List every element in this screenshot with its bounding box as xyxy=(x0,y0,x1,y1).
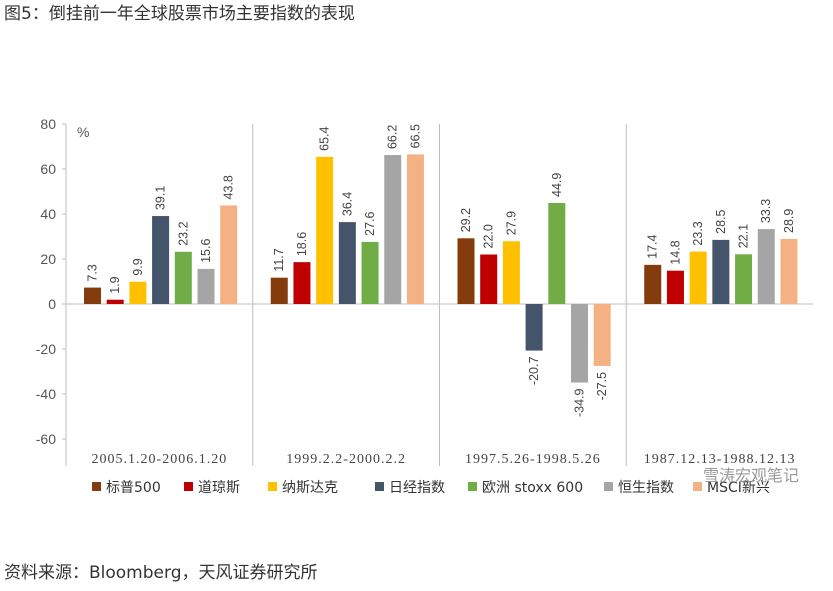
data-label: 33.3 xyxy=(759,199,773,223)
watermark-text: 雪涛宏观笔记 xyxy=(703,466,799,485)
bar xyxy=(338,222,356,304)
bar xyxy=(457,238,475,304)
bar xyxy=(666,270,684,304)
bar xyxy=(197,268,215,304)
data-label: 43.8 xyxy=(222,175,236,199)
bar xyxy=(571,304,588,383)
category-label: 2005.1.20-2006.1.20 xyxy=(92,452,228,467)
data-label: 66.2 xyxy=(386,125,400,149)
bar xyxy=(712,239,730,304)
data-label: 39.1 xyxy=(154,186,168,210)
data-label: 15.6 xyxy=(199,239,213,263)
legend-swatch xyxy=(92,482,101,491)
y-tick-label: 80 xyxy=(40,116,56,132)
legend-swatch xyxy=(184,482,193,491)
data-label: 22.1 xyxy=(737,224,751,248)
y-tick-label: 0 xyxy=(48,296,56,312)
bar xyxy=(361,241,379,304)
y-tick-label: 40 xyxy=(40,206,56,222)
data-label: 28.9 xyxy=(782,209,796,233)
legend-swatch xyxy=(468,482,477,491)
figure-title: 图5：倒挂前一年全球股票市场主要指数的表现 xyxy=(4,4,355,24)
bar xyxy=(152,216,170,304)
bar xyxy=(525,304,543,351)
labels-group: 80 60 40 20 0 -20 -40 -60% 7.3 1.9 9.9 39.1 23.2 15.6… xyxy=(36,116,796,467)
legend-label: 欧洲 stoxx 600 xyxy=(482,480,583,496)
data-label: 44.9 xyxy=(550,173,564,197)
y-tick-label: -20 xyxy=(36,341,56,357)
data-label: 28.5 xyxy=(714,209,728,233)
bar xyxy=(270,277,288,304)
bar xyxy=(84,287,101,304)
data-label: 17.4 xyxy=(646,234,660,258)
data-label: 9.9 xyxy=(131,258,145,275)
legend-label: 纳斯达克 xyxy=(282,480,338,496)
legend-swatch xyxy=(604,482,613,491)
legend-label: MSCI新兴 xyxy=(707,480,770,496)
data-label: 23.2 xyxy=(176,221,190,245)
category-label: 1997.5.26-1998.5.26 xyxy=(465,452,601,467)
legend-label: 标普500 xyxy=(106,480,161,496)
bar xyxy=(689,251,707,304)
data-label: 23.3 xyxy=(691,221,705,245)
legend-swatch xyxy=(375,482,384,491)
legend-swatch xyxy=(268,482,277,491)
bars-group xyxy=(84,154,798,383)
data-label: 27.9 xyxy=(504,211,518,235)
legend-label: 恒生指数 xyxy=(618,480,674,496)
bar xyxy=(220,205,238,304)
bar xyxy=(106,299,124,304)
data-label: -34.9 xyxy=(573,388,587,417)
bar xyxy=(757,229,775,304)
category-label: 1987.12.13-1988.12.13 xyxy=(644,452,796,467)
legend-swatch xyxy=(693,482,702,491)
bar xyxy=(735,254,753,304)
bar xyxy=(293,262,311,304)
y-tick-label: -60 xyxy=(36,431,56,447)
data-label: 66.5 xyxy=(408,124,422,148)
data-label: 36.4 xyxy=(340,192,354,216)
bar xyxy=(129,281,147,304)
bar xyxy=(780,238,798,304)
data-label: 14.8 xyxy=(668,240,682,264)
bar xyxy=(406,154,424,304)
bar xyxy=(174,251,192,304)
category-label: 1999.2.2-2000.2.2 xyxy=(286,452,406,467)
source-note: 资料来源：Bloomberg，天风证券研究所 xyxy=(4,563,318,583)
data-label: 11.7 xyxy=(272,248,286,271)
legend: 标普500 道琼斯 纳斯达克 日经指数 欧洲 stoxx 600 恒生指数 MSCI新兴 xyxy=(92,480,770,496)
y-tick-label: 20 xyxy=(40,251,56,267)
data-label: 65.4 xyxy=(318,126,332,150)
bar xyxy=(316,156,334,304)
bar xyxy=(384,155,402,304)
y-tick-label: -40 xyxy=(36,386,56,402)
data-label: 1.9 xyxy=(108,276,122,293)
y-unit-label: % xyxy=(77,124,89,140)
data-label: -20.7 xyxy=(527,357,541,386)
bar xyxy=(644,264,662,304)
bar xyxy=(548,202,566,304)
y-tick-label: 60 xyxy=(40,161,56,177)
bar xyxy=(502,241,520,304)
legend-label: 道琼斯 xyxy=(198,480,240,496)
data-label: 22.0 xyxy=(482,224,496,248)
data-label: 27.6 xyxy=(363,212,377,236)
data-label: 18.6 xyxy=(295,232,309,256)
data-label: 7.3 xyxy=(86,264,100,281)
bar xyxy=(593,304,611,366)
data-label: -27.5 xyxy=(595,372,609,401)
bar xyxy=(480,254,498,304)
legend-label: 日经指数 xyxy=(389,480,445,496)
data-label: 29.2 xyxy=(459,208,473,232)
